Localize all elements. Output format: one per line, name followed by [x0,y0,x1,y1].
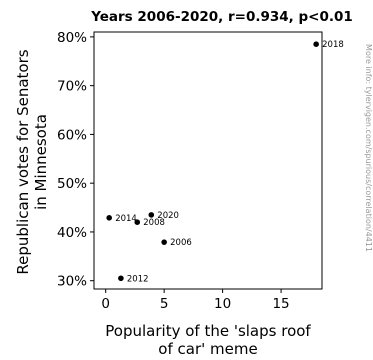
y-axis-label-line-2: in Minnesota [32,114,50,210]
y-tick-label: 50% [57,176,87,192]
data-point-label: 2006 [170,238,192,248]
y-axis-label: Republican votes for Senators in Minneso… [14,49,50,274]
x-axis-ticks: 0 5 10 15 [101,289,290,312]
x-tick-label: 5 [160,296,169,312]
chart-title: Years 2006-2020, r=0.934, p<0.01 [90,9,353,25]
y-axis-ticks: 30% 40% 50% 60% 70% 80% [57,30,94,290]
y-tick-label: 30% [57,274,87,290]
data-point-label: 2012 [127,274,149,284]
data-point [161,239,167,245]
x-tick-label: 15 [272,296,289,312]
data-point [134,219,141,225]
y-axis-label-line-1: Republican votes for Senators [14,49,32,274]
source-note: More info: tylervigen.com/spurious/corre… [364,44,373,252]
data-point-label: 2020 [157,211,179,221]
data-points: 2006 2008 2012 2014 2018 2020 [106,40,344,284]
x-tick-label: 10 [214,296,231,312]
x-axis-label-line-2: of car' meme [158,340,257,358]
y-tick-label: 40% [57,225,87,241]
data-point [106,215,112,221]
y-tick-label: 80% [57,30,87,46]
data-point-label: 2018 [322,40,344,50]
data-point [148,212,155,218]
data-point [118,275,124,282]
data-point-label: 2014 [115,214,137,224]
plot-frame [93,31,323,290]
data-point [313,41,319,47]
y-tick-label: 70% [57,79,87,95]
x-axis-label-line-1: Popularity of the 'slaps roof [105,322,311,340]
x-tick-label: 0 [101,296,110,312]
y-tick-label: 60% [57,127,87,143]
data-point-label: 2008 [143,218,165,228]
